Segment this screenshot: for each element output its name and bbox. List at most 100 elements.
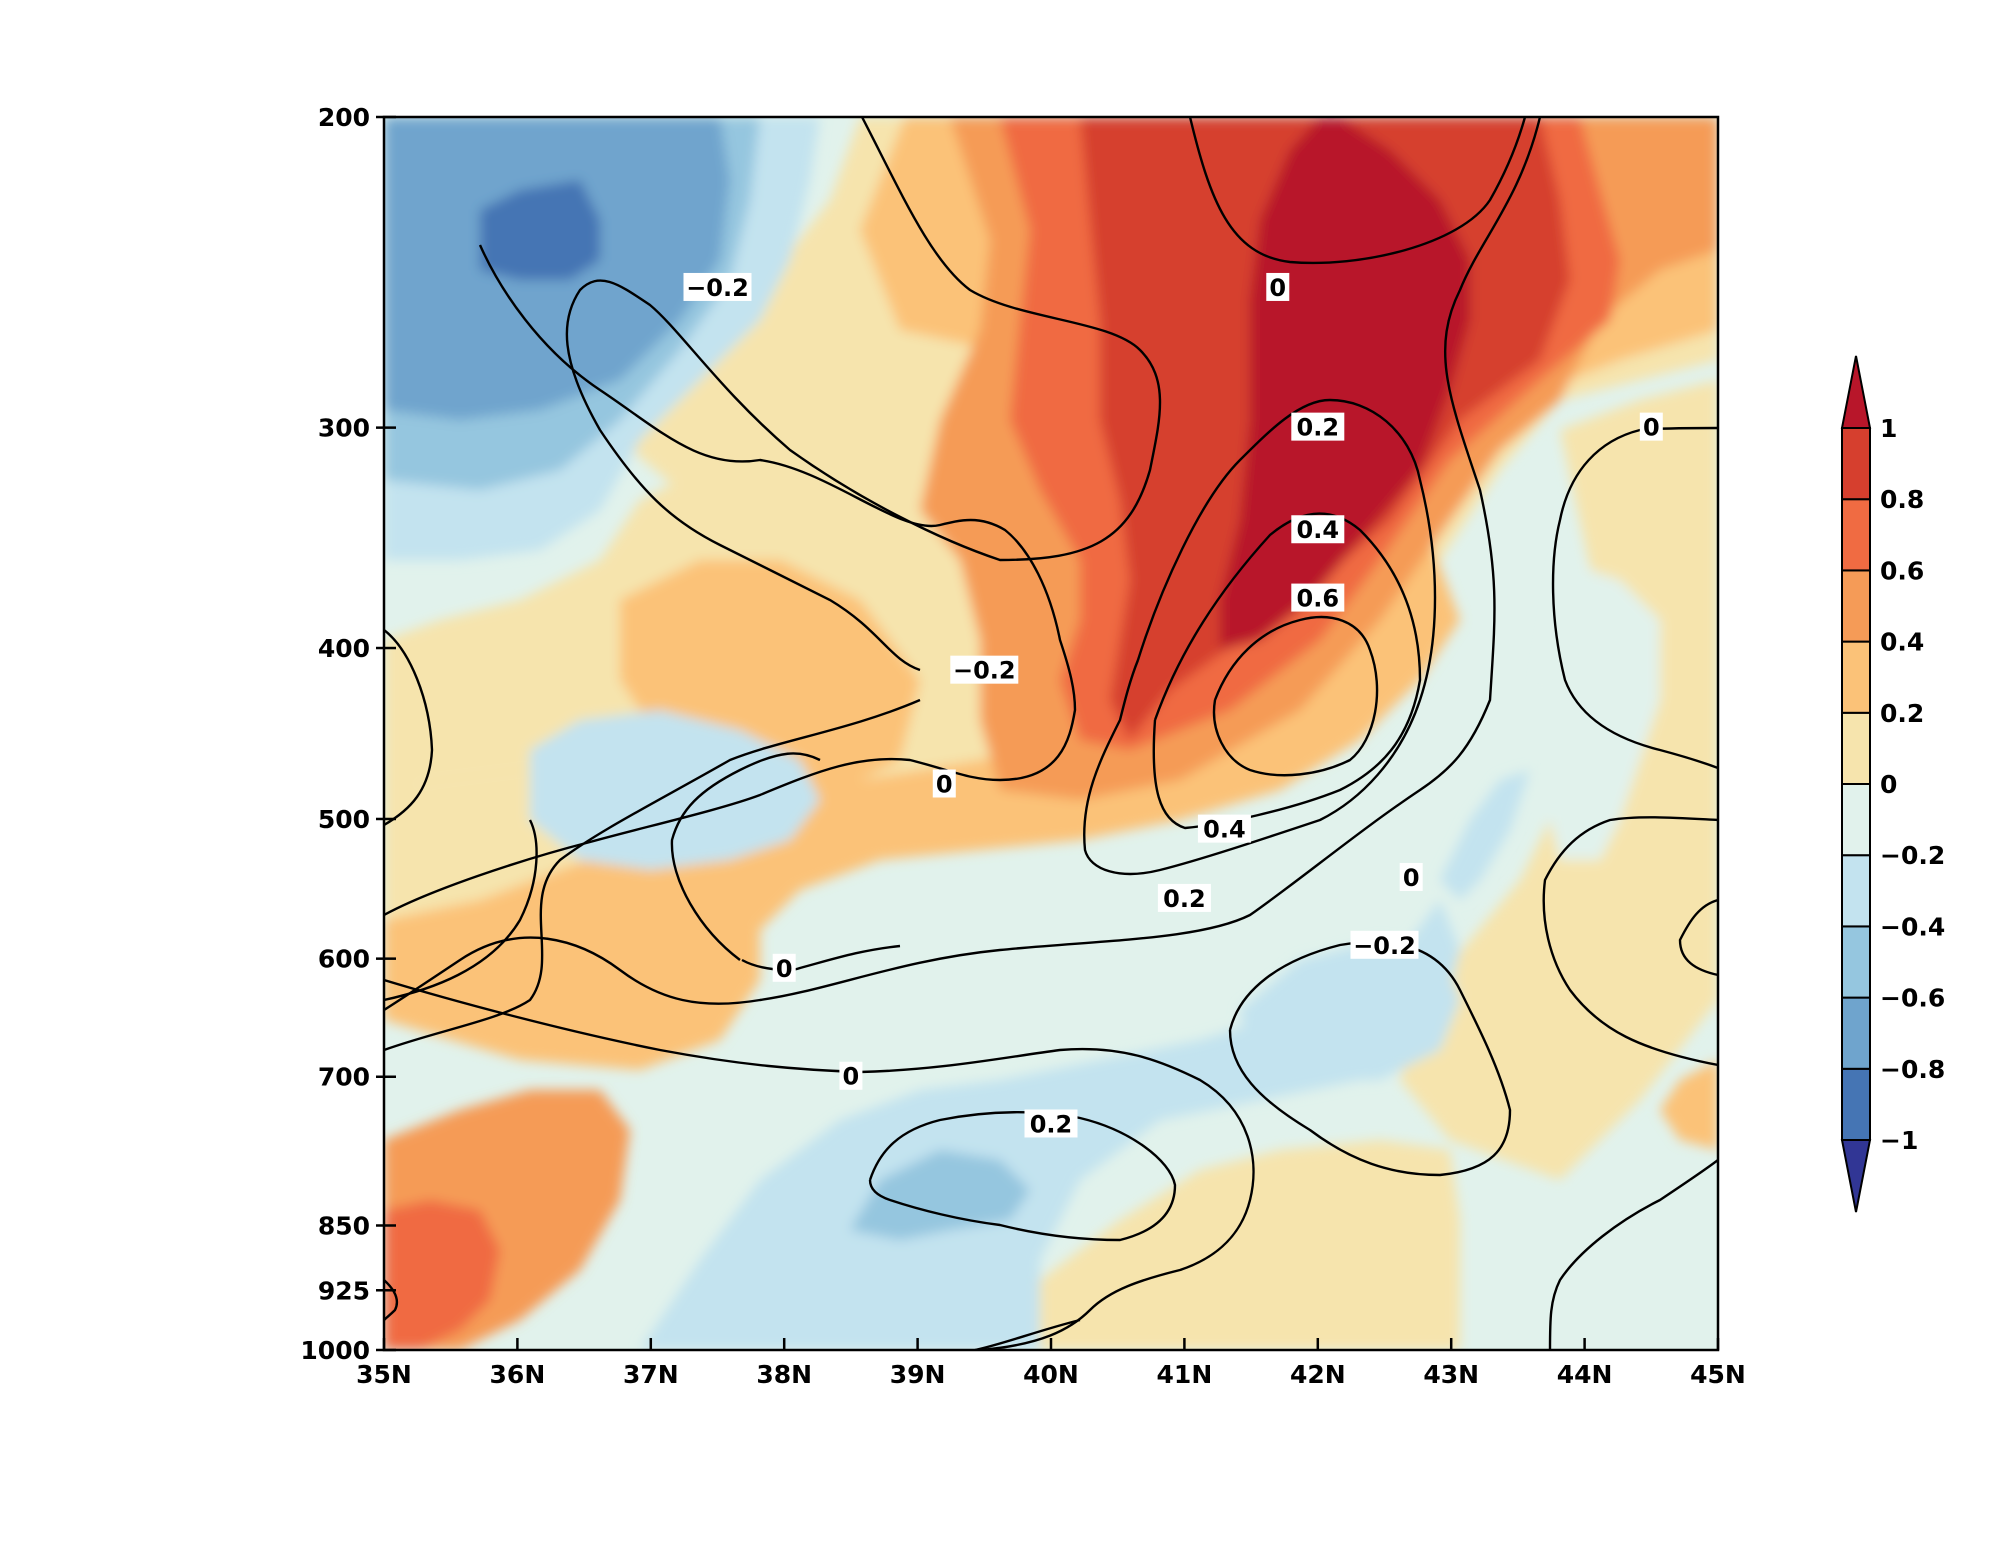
x-tick-label: 35N [356, 1360, 412, 1389]
contour-label-11: 0 [772, 953, 796, 983]
y-tick-label: 925 [318, 1276, 370, 1305]
contour-label-bg [1266, 272, 1290, 301]
contour-label-3: 0.2 [1291, 412, 1345, 442]
contour-label-bg [1157, 883, 1211, 912]
contour-label-text: 0 [1269, 274, 1286, 302]
colorbar-label: 0 [1880, 770, 1897, 799]
contour-label-14: 0 [1639, 412, 1663, 442]
colorbar-extend-bottom [1840, 1139, 1872, 1213]
contour-label-bg [950, 655, 1019, 684]
contour-label-bg [772, 953, 796, 982]
colorbar-segment [1841, 427, 1871, 501]
contour-label-text: −0.2 [1353, 932, 1416, 960]
colorbar: −1 −0.8 −0.6 −0.4 −0.2 0 0.2 0.4 0.6 0.8 1 [1840, 355, 1945, 1213]
contour-label-9: 0 [1399, 862, 1423, 892]
y-tick-label: 300 [318, 414, 370, 443]
contour-line-0-right-loop [1678, 898, 1718, 977]
region-neg-0-4-rightmid [1440, 770, 1530, 900]
contour-line-pos-0-2 [1083, 398, 1437, 876]
contour-labels: 0 −0.2 −0.2 0.2 0.4 0.6 0 0.4 0.2 0 −0.2 0 0 0.2 0 [683, 272, 1663, 1138]
colorbar-segment [1841, 783, 1871, 857]
contour-line-0-center [670, 752, 821, 961]
contour-line-0-bottom-center [974, 1318, 1081, 1350]
contour-line-pos-0-2-lower-left [384, 819, 538, 1002]
x-tick-label: 45N [1690, 1360, 1746, 1389]
contour-label-text: 0 [843, 1063, 860, 1091]
region-pos-0-2-left-low [384, 780, 450, 860]
contour-label-bg [1197, 814, 1251, 843]
colorbar-label: −0.4 [1880, 912, 1945, 941]
contour-label-12: 0 [839, 1061, 863, 1091]
contour-line-0-left-bottom-loop [384, 1279, 399, 1321]
contour-line-0-central-left [741, 944, 901, 972]
x-tick-label: 43N [1423, 1360, 1479, 1389]
y-tick-label: 700 [318, 1063, 370, 1092]
colorbar-segment [1841, 569, 1871, 643]
x-tick-label: 37N [623, 1360, 679, 1389]
region-neg-0-4-right [1240, 940, 1460, 1080]
contour-label-text: 0.2 [1297, 414, 1340, 442]
x-tick-label: 36N [490, 1360, 546, 1389]
y-tick-label: 850 [318, 1211, 370, 1240]
contour-line-0-lower-right-tail [1548, 1159, 1718, 1350]
colorbar-label: 1 [1880, 414, 1897, 443]
contour-label-bg [1350, 930, 1419, 959]
contour-label-text: 0.2 [1163, 885, 1206, 913]
y-tick-label: 600 [318, 945, 370, 974]
colorbar-label: −0.2 [1880, 841, 1945, 870]
contour-label-13: 0.2 [1024, 1109, 1078, 1138]
contour-line-0-left-small [384, 629, 434, 827]
contour-line-pos-0-6 [1212, 615, 1379, 777]
contour-label-bg [1399, 862, 1423, 891]
contour-label-bg [1291, 583, 1345, 612]
contour-label-bg [1639, 412, 1663, 441]
colorbar-segment [1841, 711, 1871, 785]
colorbar-label: 0.2 [1880, 699, 1924, 728]
contour-label-bg [1291, 412, 1345, 441]
contour-line-pos-0-2-lower-center [868, 1111, 1177, 1242]
region-neg-0-6-lower [850, 1150, 1030, 1240]
contour-label-text: 0 [1643, 414, 1660, 442]
y-tick-label: 1000 [300, 1336, 370, 1365]
contour-line-neg-0-2-lower-right [1228, 940, 1512, 1177]
contour-label-bg [1024, 1109, 1078, 1138]
colorbar-label: 0.8 [1880, 485, 1924, 514]
contour-label-bg [932, 769, 956, 798]
y-axis: 200 300 400 500 600 700 850 925 1000 [300, 103, 396, 1365]
contour-label-text: 0.6 [1297, 585, 1340, 613]
x-tick-label: 41N [1157, 1360, 1213, 1389]
colorbar-label: −0.6 [1880, 984, 1945, 1013]
colorbar-label: 0.4 [1880, 628, 1924, 657]
colorbar-segment [1841, 498, 1871, 572]
colorbar-segment [1841, 854, 1871, 928]
colorbar-segment [1841, 640, 1871, 714]
contour-label-text: 0 [936, 771, 953, 799]
x-tick-label: 44N [1557, 1360, 1613, 1389]
contour-label-text: 0 [776, 955, 793, 983]
colorbar-label: −0.8 [1880, 1055, 1945, 1084]
y-tick-label: 200 [318, 103, 370, 132]
region-neg-0-8-upperleft [480, 180, 600, 280]
region-pos-0-2-lower [1040, 1140, 1460, 1350]
colorbar-segment [1841, 925, 1871, 999]
contour-label-text: 0 [1403, 864, 1420, 892]
filled-contour-shading [384, 117, 1718, 1350]
contour-line-0-right [384, 117, 1542, 1012]
contour-lines [384, 117, 1718, 1350]
x-tick-label: 39N [890, 1360, 946, 1389]
contour-label-8: 0.2 [1157, 883, 1211, 913]
contour-label-bg [1291, 515, 1345, 544]
contour-label-text: 0.4 [1297, 516, 1340, 544]
contour-label-7: 0.4 [1197, 814, 1251, 844]
colorbar-label: 0.6 [1880, 556, 1924, 585]
contour-line-0-right-low [1542, 816, 1718, 1067]
colorbar-segment [1841, 1067, 1871, 1142]
region-neg-0-2-right [1540, 560, 1660, 860]
contour-label-1: −0.2 [683, 272, 752, 302]
y-tick-label: 400 [318, 634, 370, 663]
region-pos-0-2-right [1400, 380, 1718, 1180]
y-tick-label: 500 [318, 805, 370, 834]
region-pos-0-8-leftlow [384, 1200, 500, 1350]
contour-label-text: −0.2 [686, 274, 749, 302]
x-tick-label: 42N [1290, 1360, 1346, 1389]
